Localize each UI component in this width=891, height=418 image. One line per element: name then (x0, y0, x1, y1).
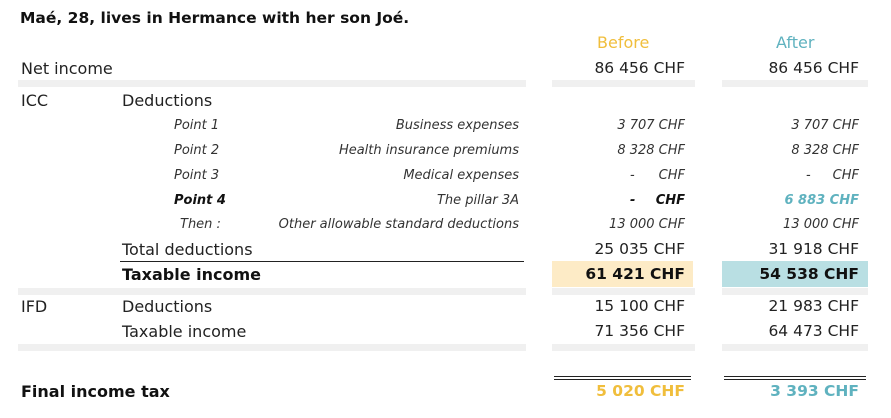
separator-band (552, 80, 695, 87)
total-double-line (554, 379, 691, 380)
net-income-after: 86 456 CHF (768, 59, 859, 77)
point-before-unit: CHF (655, 193, 685, 208)
column-header-before: Before (597, 33, 650, 52)
separator-band (18, 288, 526, 295)
icc-label: ICC (21, 91, 49, 110)
point-label: Point 3 (174, 168, 220, 183)
separator-band (722, 80, 868, 87)
divider-line (120, 261, 524, 262)
point-after-value: 6 883 CHF (784, 193, 859, 208)
point-label: Point 2 (174, 143, 220, 158)
ifd-deductions-after: 21 983 CHF (768, 297, 859, 315)
point-after-value: 3 707 CHF (791, 118, 859, 133)
separator-band (552, 344, 695, 351)
point-description: The pillar 3A (436, 193, 519, 208)
ifd-taxable-income-before: 71 356 CHF (594, 322, 685, 340)
separator-band (552, 288, 695, 295)
net-income-label: Net income (21, 59, 113, 78)
icc-taxable-income-before: 61 421 CHF (585, 265, 685, 283)
ifd-taxable-income-label: Taxable income (122, 322, 247, 341)
separator-band (722, 344, 868, 351)
net-income-before: 86 456 CHF (594, 59, 685, 77)
point-before-dash: - (630, 168, 635, 183)
point-description: Other allowable standard deductions (278, 217, 519, 232)
final-income-tax-after: 3 393 CHF (770, 382, 859, 400)
taxable-income-after-cell (722, 261, 868, 287)
point-label: Point 1 (174, 118, 220, 133)
total-double-line (724, 379, 866, 380)
icc-deductions-label: Deductions (122, 91, 213, 110)
separator-band (18, 80, 526, 87)
separator-band (722, 288, 868, 295)
point-before-value: 3 707 CHF (617, 118, 685, 133)
point-after-dash: - (806, 168, 811, 183)
total-deductions-label: Total deductions (122, 240, 253, 259)
point-after-value: 13 000 CHF (783, 217, 859, 232)
point-before-value: 8 328 CHF (617, 143, 685, 158)
taxable-income-before-cell (552, 261, 693, 287)
separator-band (18, 344, 526, 351)
ifd-label: IFD (21, 297, 48, 316)
point-label: Point 4 (174, 193, 226, 208)
point-before-value: 13 000 CHF (609, 217, 685, 232)
point-after-unit: CHF (832, 168, 859, 183)
ifd-taxable-income-after: 64 473 CHF (768, 322, 859, 340)
total-double-line (554, 376, 691, 377)
total-deductions-before: 25 035 CHF (594, 240, 685, 258)
page-title: Maé, 28, lives in Hermance with her son … (20, 9, 410, 27)
point-description: Medical expenses (403, 168, 519, 183)
icc-taxable-income-label: Taxable income (122, 265, 261, 284)
point-label: Then : (180, 217, 221, 232)
final-income-tax-label: Final income tax (21, 382, 170, 401)
ifd-deductions-label: Deductions (122, 297, 213, 316)
point-after-value: 8 328 CHF (791, 143, 859, 158)
total-deductions-after: 31 918 CHF (768, 240, 859, 258)
total-double-line (724, 376, 866, 377)
icc-taxable-income-after: 54 538 CHF (759, 265, 859, 283)
point-description: Health insurance premiums (338, 143, 519, 158)
point-before-dash: - (630, 193, 636, 208)
column-header-after: After (776, 33, 815, 52)
point-description: Business expenses (395, 118, 519, 133)
final-income-tax-before: 5 020 CHF (596, 382, 685, 400)
point-before-unit: CHF (658, 168, 685, 183)
ifd-deductions-before: 15 100 CHF (594, 297, 685, 315)
